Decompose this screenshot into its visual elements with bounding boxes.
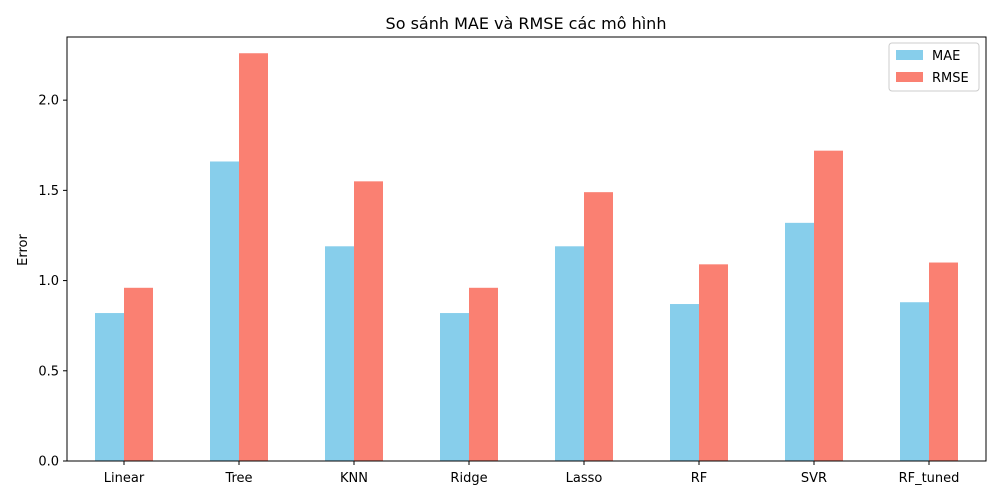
- legend-label-mae: MAE: [932, 49, 960, 64]
- bar-mae-linear: [95, 313, 124, 461]
- y-ticks: 0.0 0.5 1.0 1.5 2.0: [38, 94, 67, 470]
- bar-rmse-lasso: [584, 192, 613, 461]
- x-ticks: Linear Tree KNN Ridge Lasso RF SVR RF_tuned: [104, 461, 960, 486]
- legend-label-rmse: RMSE: [932, 71, 969, 86]
- bar-mae-knn: [325, 246, 354, 461]
- x-tick-label: KNN: [340, 471, 368, 486]
- x-tick-label: RF: [691, 471, 708, 486]
- x-tick-label: SVR: [801, 471, 827, 486]
- x-tick-label: Linear: [104, 471, 145, 486]
- bar-mae-tree: [210, 161, 239, 461]
- chart-title: So sánh MAE và RMSE các mô hình: [386, 14, 667, 33]
- y-tick-label: 1.5: [38, 184, 59, 199]
- x-tick-label: Lasso: [566, 471, 603, 486]
- bar-rmse-knn: [354, 181, 383, 461]
- bar-mae-ridge: [440, 313, 469, 461]
- bar-mae-rf: [670, 304, 699, 461]
- legend: MAE RMSE: [888, 42, 980, 92]
- bars-group: [95, 53, 958, 462]
- bar-rmse-tree: [239, 53, 268, 462]
- legend-swatch-rmse: [896, 72, 923, 82]
- bar-rmse-linear: [124, 287, 153, 461]
- bar-rmse-rf-tuned: [929, 262, 958, 461]
- y-tick-label: 0.5: [38, 364, 59, 379]
- bar-rmse-ridge: [469, 287, 498, 461]
- bar-mae-rf-tuned: [900, 302, 929, 461]
- plot-frame: [66, 36, 987, 462]
- x-tick-label: Tree: [224, 471, 252, 486]
- y-tick-label: 2.0: [38, 94, 59, 109]
- y-axis-label: Error: [16, 234, 31, 266]
- bar-mae-svr: [785, 222, 814, 461]
- y-tick-label: 0.0: [38, 455, 59, 470]
- bar-rmse-rf: [699, 264, 728, 461]
- bar-mae-lasso: [555, 246, 584, 461]
- x-tick-label: Ridge: [450, 471, 487, 486]
- bar-rmse-svr: [814, 150, 843, 461]
- x-tick-label: RF_tuned: [899, 471, 960, 486]
- y-tick-label: 1.0: [38, 274, 59, 289]
- legend-swatch-mae: [896, 50, 923, 60]
